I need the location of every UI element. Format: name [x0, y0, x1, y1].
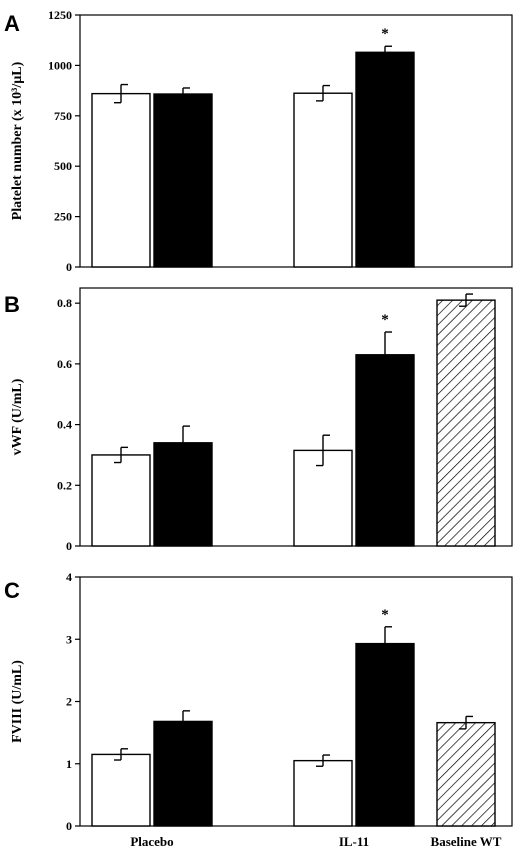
bar-il-11-black: [355, 354, 415, 547]
x-category-label: Baseline WT: [431, 834, 502, 849]
chart-panel-c: C 0 1 2 3 4 FVIII (U/mL) *: [4, 570, 513, 833]
panel-letter: A: [4, 11, 20, 36]
error-bar: [114, 83, 128, 104]
bar-placebo-black: [153, 720, 213, 827]
chart-panel-b: B 0 0.2 0.4 0.6 0.8 vWF (U/mL) *: [4, 287, 513, 553]
bar-placebo-white: [91, 454, 151, 547]
significance-marker: *: [381, 312, 389, 328]
bar-il-11-white: [293, 449, 353, 547]
bar-baseline-wt-hatched: [436, 721, 496, 827]
bar-il-11-black: [355, 51, 415, 268]
y-axis-title: Platelet number (x 10³/µL): [10, 61, 25, 220]
panel-letter: C: [4, 578, 20, 603]
bar-baseline-wt-hatched: [436, 299, 496, 547]
error-bar: [182, 425, 190, 443]
y-tick-label: 750: [54, 109, 72, 123]
y-tick-label: 0.2: [57, 478, 72, 492]
y-tick-label: 1: [66, 757, 72, 771]
y-axis-title: FVIII (U/mL): [10, 660, 25, 743]
error-bar: [316, 84, 330, 102]
error-bar: [384, 45, 392, 53]
y-tick-label: 0: [66, 260, 72, 274]
error-bar: [114, 446, 128, 464]
bar-placebo-black: [153, 93, 213, 268]
bar-placebo-white: [91, 753, 151, 827]
chart-panel-a: A 0 250 500 750 1000 1250 Platelet number (x 10…: [4, 8, 513, 274]
y-tick-label: 0.4: [57, 418, 72, 432]
error-bar: [384, 626, 392, 644]
x-category-label: IL-11: [339, 834, 369, 849]
significance-marker: *: [381, 607, 389, 623]
error-bar: [182, 710, 190, 722]
y-tick-label: 0: [66, 819, 72, 833]
y-tick-label: 0.8: [57, 296, 72, 310]
error-bar: [114, 748, 128, 761]
error-bar: [459, 293, 473, 307]
y-axis-title: vWF (U/mL): [10, 378, 25, 455]
error-bar: [316, 754, 330, 767]
panel-letter: B: [4, 292, 20, 317]
y-tick-label: 0.6: [57, 357, 72, 371]
bar-placebo-black: [153, 442, 213, 547]
y-tick-label: 4: [66, 570, 72, 584]
bar-placebo-white: [91, 92, 151, 268]
significance-marker: *: [381, 26, 389, 42]
error-bar: [182, 87, 190, 95]
y-tick-label: 250: [54, 210, 72, 224]
y-tick-label: 0: [66, 539, 72, 553]
bar-il-11-white: [293, 92, 353, 268]
y-tick-label: 1250: [48, 8, 72, 22]
y-tick-label: 500: [54, 159, 72, 173]
error-bar: [384, 331, 392, 355]
error-bar: [316, 434, 330, 467]
y-tick-label: 3: [66, 632, 72, 646]
x-category-label: Placebo: [130, 834, 173, 849]
y-tick-label: 1000: [48, 58, 72, 72]
bar-il-11-black: [355, 642, 415, 827]
bar-il-11-white: [293, 759, 353, 827]
error-bar: [459, 715, 473, 730]
y-tick-label: 2: [66, 695, 72, 709]
